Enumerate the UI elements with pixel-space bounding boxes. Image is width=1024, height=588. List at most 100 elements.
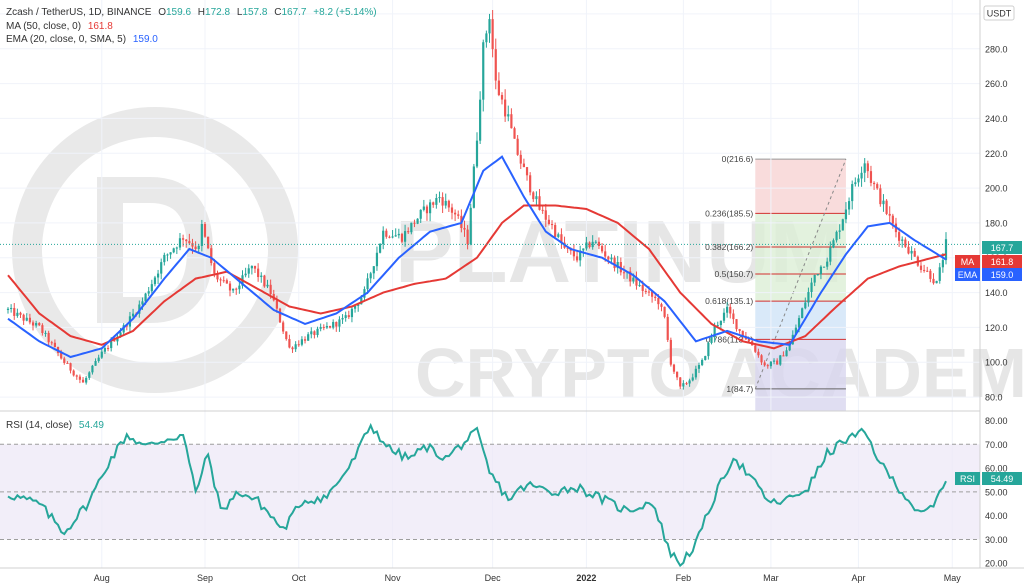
candle-body bbox=[519, 154, 522, 164]
fib-level-label: 0.236(185.5) bbox=[705, 208, 753, 218]
candle-body bbox=[341, 318, 344, 320]
currency-badge-box bbox=[983, 5, 1015, 21]
candle-body bbox=[907, 246, 910, 254]
candle-body bbox=[735, 319, 738, 330]
ma-legend: MA (50, close, 0) 161.8 bbox=[6, 21, 113, 32]
candle-body bbox=[810, 282, 813, 293]
candle-body bbox=[63, 358, 66, 363]
price-tick-label: 200.0 bbox=[985, 184, 1008, 194]
ema-badge-box bbox=[982, 268, 1022, 281]
candle-body bbox=[913, 250, 916, 257]
candle-body bbox=[575, 256, 579, 261]
candle-body bbox=[688, 380, 691, 384]
candle-body bbox=[844, 209, 848, 220]
candle-body bbox=[726, 306, 729, 313]
candle-body bbox=[41, 325, 44, 334]
candle-body bbox=[66, 362, 69, 364]
rsi-tick-label: 20.00 bbox=[985, 559, 1008, 569]
candle-body bbox=[444, 200, 447, 206]
candle-body bbox=[813, 274, 816, 283]
candle-body bbox=[457, 214, 460, 216]
candle-body bbox=[826, 261, 829, 267]
candle-body bbox=[429, 202, 432, 214]
ema-legend-value: 159.0 bbox=[133, 34, 158, 45]
ema-line bbox=[7, 155, 947, 359]
candle-body bbox=[572, 250, 576, 257]
candle-body bbox=[407, 231, 410, 233]
candle-body bbox=[350, 308, 354, 318]
candle-body bbox=[851, 184, 854, 202]
watermark-ring bbox=[12, 107, 298, 393]
candle-body bbox=[666, 316, 669, 340]
candle-body bbox=[935, 280, 938, 284]
candle-body bbox=[360, 297, 363, 305]
candle-body bbox=[782, 355, 785, 357]
candle-body bbox=[25, 317, 28, 321]
open-label: O bbox=[158, 7, 166, 18]
price-tick-label: 120.0 bbox=[985, 323, 1008, 333]
candle-body bbox=[200, 224, 203, 246]
candle-body bbox=[716, 325, 719, 327]
time-tick-label: Dec bbox=[485, 573, 502, 583]
candle-body bbox=[554, 225, 557, 237]
ma-badge: MA 161.8 bbox=[955, 255, 1022, 268]
candle-body bbox=[732, 313, 735, 320]
candle-body bbox=[719, 320, 722, 326]
candle-body bbox=[613, 257, 616, 269]
candle-body bbox=[291, 347, 294, 350]
candle-body bbox=[50, 342, 53, 344]
candle-body bbox=[88, 372, 91, 378]
candle-body bbox=[891, 215, 894, 224]
candle-body bbox=[779, 355, 782, 365]
candle-body bbox=[941, 260, 944, 268]
candle-body bbox=[344, 315, 347, 319]
candle-body bbox=[579, 250, 582, 261]
candle-body bbox=[44, 332, 47, 334]
rsi-legend-label: RSI (14, close) bbox=[6, 420, 72, 431]
candle-body bbox=[100, 351, 103, 358]
fib-level-label: 0.618(135.1) bbox=[705, 296, 753, 306]
candle-body bbox=[860, 172, 863, 179]
candle-body bbox=[103, 347, 107, 352]
ma-badge-box bbox=[982, 255, 1022, 268]
price-tick-label: 260.0 bbox=[985, 79, 1008, 89]
candle-body bbox=[366, 278, 369, 290]
high-value: 172.8 bbox=[205, 7, 230, 18]
candle-body bbox=[432, 202, 435, 205]
price-tick-label: 220.0 bbox=[985, 149, 1008, 159]
low-label: L bbox=[237, 7, 243, 18]
rsi-line bbox=[7, 422, 947, 568]
currency-badge[interactable]: USDT bbox=[983, 5, 1015, 21]
symbol-name: Zcash / TetherUS, 1D, BINANCE bbox=[6, 7, 152, 18]
candle-body bbox=[156, 273, 160, 278]
candle-body bbox=[929, 270, 932, 279]
fib-level-label: 0.786(113.1) bbox=[706, 334, 754, 344]
candle-body bbox=[347, 315, 350, 318]
rsi-tick-label: 50.00 bbox=[985, 487, 1008, 497]
candle-body bbox=[303, 339, 307, 341]
candle-body bbox=[335, 321, 338, 327]
candle-body bbox=[191, 243, 194, 247]
candle-body bbox=[288, 339, 291, 348]
candle-body bbox=[282, 322, 285, 332]
candle-body bbox=[357, 304, 360, 306]
fib-zone bbox=[755, 159, 846, 214]
candle-body bbox=[210, 248, 213, 264]
candle-body bbox=[166, 254, 169, 256]
candle-body bbox=[438, 197, 441, 199]
fib-zone bbox=[755, 213, 846, 247]
candle-body bbox=[266, 284, 269, 287]
candle-body bbox=[313, 331, 316, 336]
candle-body bbox=[472, 166, 475, 208]
candle-body bbox=[28, 317, 31, 323]
candle-body bbox=[854, 182, 857, 185]
candle-body bbox=[669, 339, 672, 365]
candle-body bbox=[410, 222, 413, 233]
candle-body bbox=[872, 182, 876, 185]
candle-body bbox=[328, 325, 332, 328]
fib-level-label: 0.5(150.7) bbox=[715, 269, 754, 279]
candle-body bbox=[69, 363, 72, 371]
candle-body bbox=[78, 376, 82, 380]
candle-body bbox=[544, 210, 547, 220]
candle-body bbox=[31, 322, 35, 326]
